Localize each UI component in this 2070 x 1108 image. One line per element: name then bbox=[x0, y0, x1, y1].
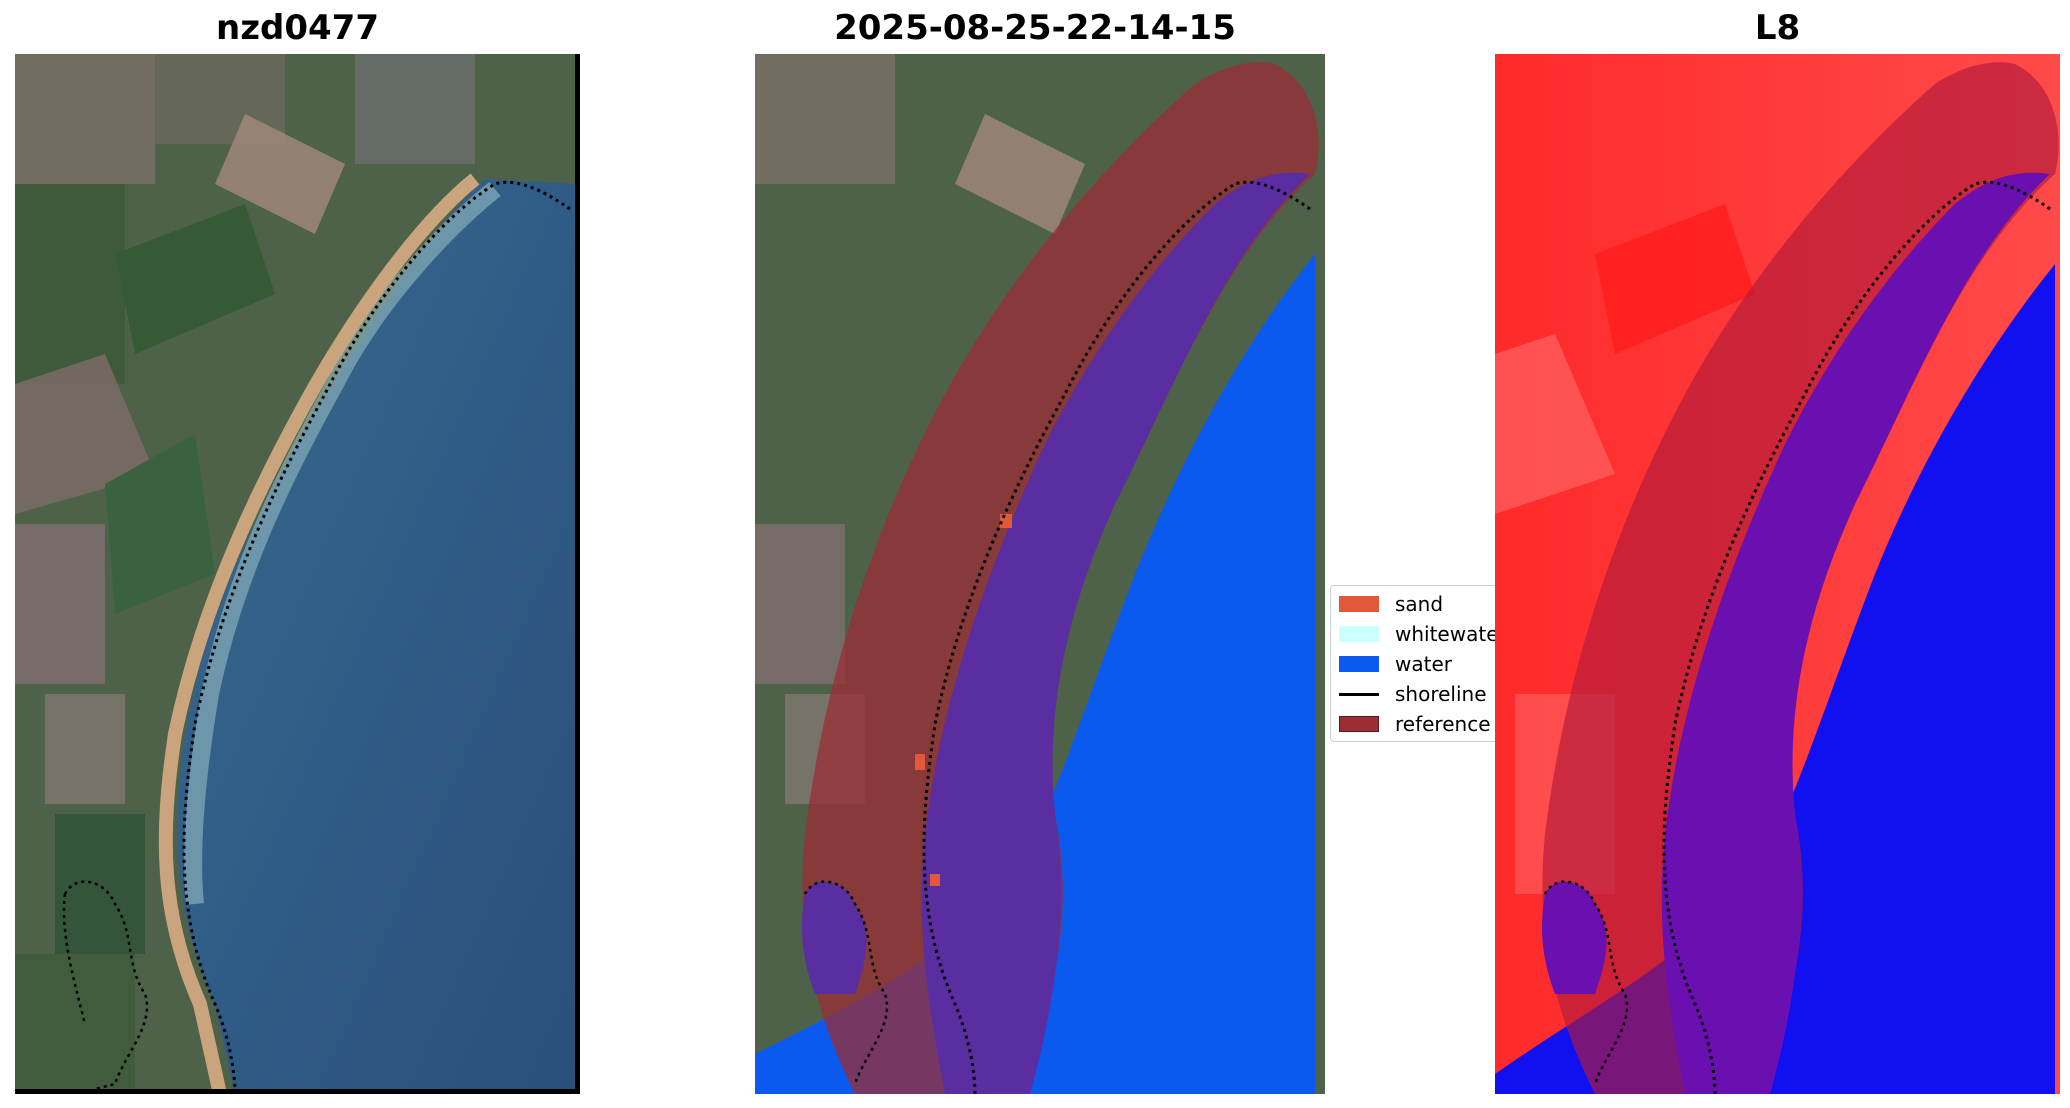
legend-swatch-reference bbox=[1339, 716, 1379, 732]
classification-image bbox=[755, 54, 1325, 1094]
legend-swatch-sand bbox=[1339, 596, 1379, 612]
legend: sand whitewater water shoreline referenc… bbox=[1330, 585, 1496, 742]
legend-item-sand: sand bbox=[1339, 590, 1443, 618]
legend-label-reference: reference bbox=[1395, 712, 1491, 736]
index-image bbox=[1495, 54, 2060, 1094]
legend-swatch-shoreline bbox=[1339, 692, 1379, 696]
legend-item-reference: reference bbox=[1339, 710, 1491, 738]
panel-title-index: L8 bbox=[1754, 8, 1801, 48]
legend-label-water: water bbox=[1395, 652, 1452, 676]
legend-swatch-water bbox=[1339, 656, 1379, 672]
panel-title-satellite: nzd0477 bbox=[216, 8, 379, 48]
legend-item-whitewater: whitewater bbox=[1339, 620, 1496, 648]
classification-panel bbox=[755, 54, 1325, 1094]
legend-label-whitewater: whitewater bbox=[1395, 622, 1496, 646]
panel-title-classification: 2025-08-25-22-14-15 bbox=[834, 8, 1236, 48]
satellite-image-panel bbox=[15, 54, 580, 1094]
legend-item-shoreline: shoreline bbox=[1339, 680, 1487, 708]
legend-label-sand: sand bbox=[1395, 592, 1444, 616]
index-panel bbox=[1495, 54, 2060, 1094]
satellite-image bbox=[15, 54, 580, 1094]
legend-label-shoreline: shoreline bbox=[1395, 682, 1487, 706]
legend-item-water: water bbox=[1339, 650, 1452, 678]
legend-swatch-whitewater bbox=[1339, 626, 1379, 642]
